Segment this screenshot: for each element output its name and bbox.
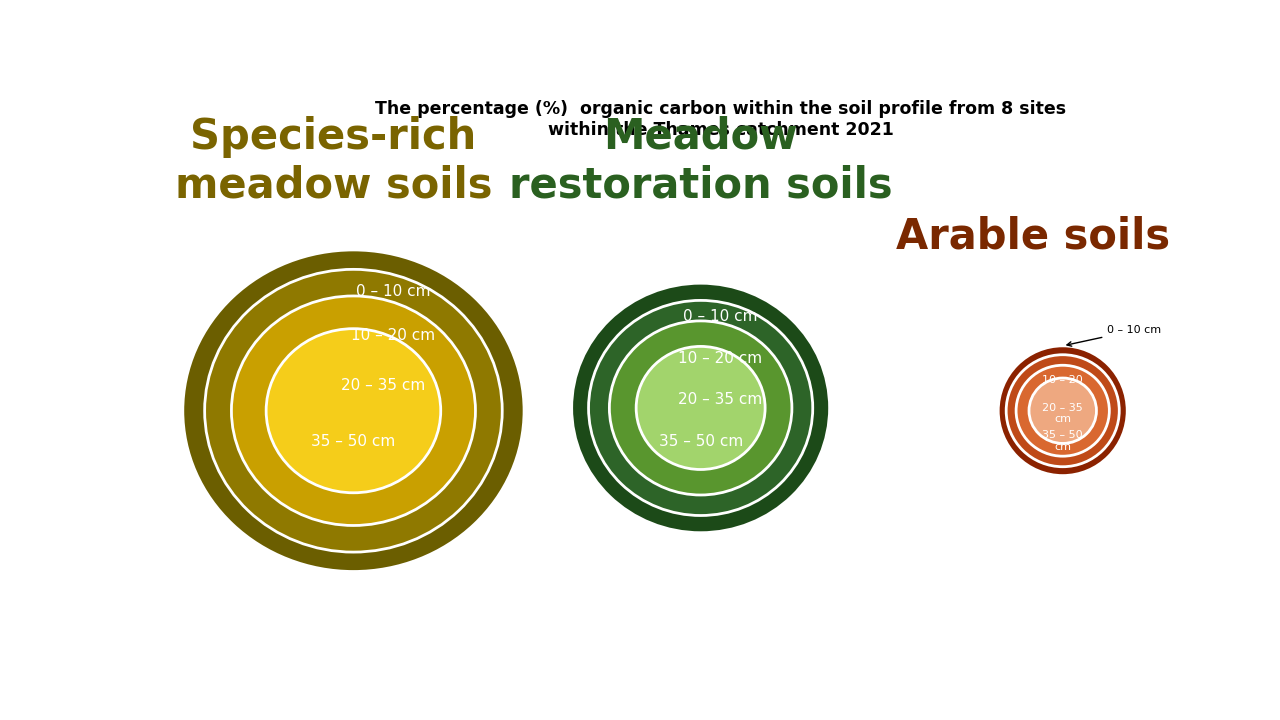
Ellipse shape xyxy=(609,321,792,495)
Ellipse shape xyxy=(1006,355,1119,467)
Text: 10 – 20 cm: 10 – 20 cm xyxy=(678,351,763,366)
Ellipse shape xyxy=(232,296,475,526)
Text: 20 – 35 cm: 20 – 35 cm xyxy=(340,378,425,393)
Text: Meadow
restoration soils: Meadow restoration soils xyxy=(509,116,892,207)
Text: 20 – 35
cm: 20 – 35 cm xyxy=(1042,402,1083,424)
Ellipse shape xyxy=(636,346,765,469)
Ellipse shape xyxy=(1029,378,1097,444)
Ellipse shape xyxy=(572,283,829,533)
Text: 20 – 35 cm: 20 – 35 cm xyxy=(678,392,763,407)
Text: 35 – 50 cm: 35 – 50 cm xyxy=(311,433,396,449)
Text: 10 – 20: 10 – 20 xyxy=(1042,375,1083,385)
Ellipse shape xyxy=(266,328,440,492)
Text: 35 – 50
cm: 35 – 50 cm xyxy=(1042,431,1083,452)
Text: 0 – 10 cm: 0 – 10 cm xyxy=(356,284,430,299)
Text: 0 – 10 cm: 0 – 10 cm xyxy=(1068,325,1161,346)
Ellipse shape xyxy=(998,346,1128,476)
Ellipse shape xyxy=(205,269,502,552)
Text: The percentage (%)  organic carbon within the soil profile from 8 sites
within t: The percentage (%) organic carbon within… xyxy=(375,100,1066,139)
Text: 35 – 50 cm: 35 – 50 cm xyxy=(658,433,742,449)
Ellipse shape xyxy=(1016,365,1110,456)
Ellipse shape xyxy=(183,250,524,572)
Text: Species-rich
meadow soils: Species-rich meadow soils xyxy=(175,116,493,207)
Text: 10 – 20 cm: 10 – 20 cm xyxy=(351,328,435,343)
Text: 0 – 10 cm: 0 – 10 cm xyxy=(684,309,758,324)
Text: Arable soils: Arable soils xyxy=(896,215,1170,257)
Ellipse shape xyxy=(589,300,813,516)
